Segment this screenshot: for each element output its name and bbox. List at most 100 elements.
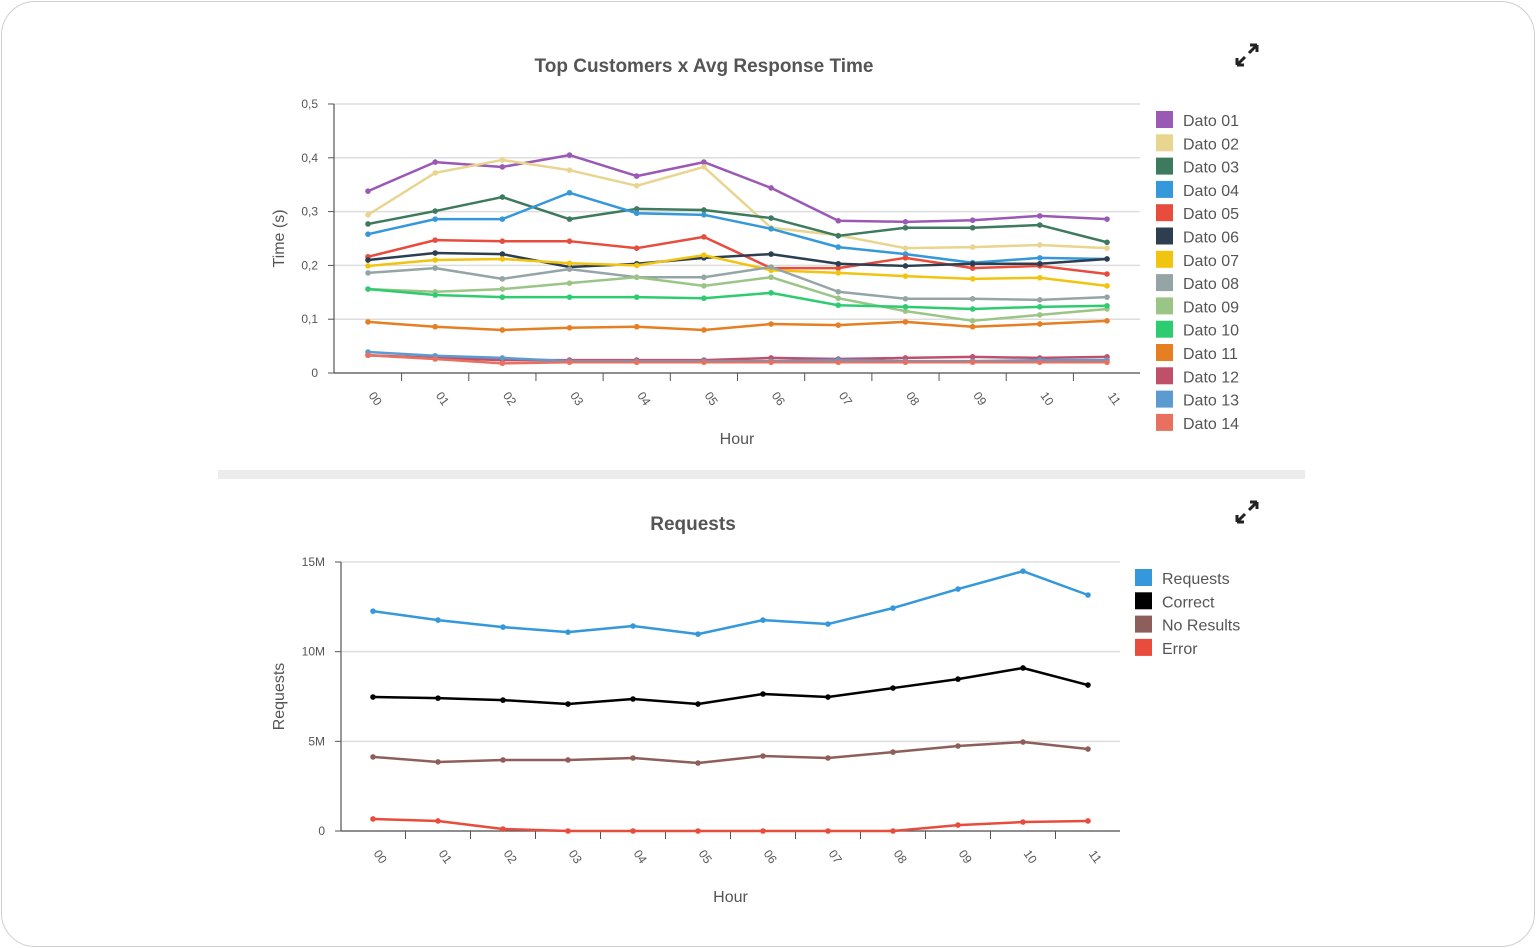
data-point — [432, 237, 438, 243]
series-line-correct — [372, 666, 1089, 706]
data-point — [969, 323, 976, 330]
legend-swatch — [1156, 111, 1173, 128]
data-point — [768, 321, 774, 327]
series-line-dato-05 — [367, 235, 1108, 276]
data-point — [1037, 255, 1043, 261]
legend-label: Error — [1162, 641, 1198, 658]
data-point — [902, 319, 909, 325]
legend-swatch — [1156, 297, 1173, 315]
data-point — [1037, 312, 1043, 318]
data-point — [760, 691, 766, 697]
series-line-dato-12 — [367, 353, 1108, 362]
data-point — [633, 262, 640, 269]
data-point — [365, 263, 371, 269]
data-point — [760, 828, 766, 834]
data-point — [969, 224, 976, 231]
legend-label: Dato 14 — [1183, 416, 1239, 433]
legend-label: Dato 07 — [1183, 253, 1239, 270]
data-point — [701, 212, 707, 218]
data-point — [701, 327, 707, 333]
data-point — [499, 286, 506, 292]
response-time-chart: Top Customers x Avg Response Time 0 0,1 0,2… — [271, 56, 1239, 448]
data-point — [500, 697, 506, 703]
x-axis-label: Hour — [720, 431, 755, 448]
data-point — [1104, 294, 1110, 300]
data-point — [566, 260, 573, 267]
data-point — [825, 755, 831, 761]
data-point — [1085, 746, 1091, 752]
data-point — [499, 256, 506, 262]
data-point — [1037, 304, 1043, 310]
data-point — [1104, 359, 1110, 366]
data-point — [633, 294, 640, 300]
y-axis-label: Requests — [271, 663, 288, 731]
data-point — [630, 696, 636, 702]
expand-chart-requests-button[interactable] — [1234, 499, 1260, 525]
data-point — [633, 274, 640, 281]
legend-swatch — [1156, 390, 1173, 408]
data-point — [969, 306, 976, 312]
data-point — [969, 359, 976, 366]
y-tick-label: 0,3 — [301, 205, 318, 219]
data-point — [435, 695, 441, 701]
data-point — [432, 216, 438, 222]
x-tick-label: 05 — [696, 847, 715, 866]
legend-label: Correct — [1162, 594, 1215, 611]
data-point — [630, 623, 636, 629]
data-point — [432, 159, 438, 165]
data-point — [633, 173, 640, 179]
series-line-dato-06 — [367, 251, 1108, 269]
data-point — [499, 360, 506, 367]
legend-label: Dato 06 — [1183, 230, 1239, 247]
data-point — [365, 270, 371, 276]
data-point — [630, 828, 636, 834]
chart-title: Top Customers x Avg Response Time — [535, 56, 874, 77]
data-point — [1104, 271, 1110, 277]
data-point — [760, 617, 766, 623]
data-point — [432, 170, 438, 176]
legend-swatch — [1135, 638, 1152, 656]
x-tick-label: 02 — [501, 847, 520, 866]
expand-chart-response-time-button[interactable] — [1234, 42, 1260, 68]
legend-label: Dato 03 — [1183, 160, 1239, 177]
data-point — [902, 263, 909, 269]
x-tick-label: 08 — [891, 847, 910, 866]
data-point — [565, 828, 571, 834]
data-point — [969, 318, 976, 324]
data-point — [566, 189, 573, 196]
legend-swatch — [1135, 592, 1152, 610]
data-point — [499, 157, 506, 163]
data-point — [500, 624, 506, 630]
data-point — [768, 226, 774, 232]
data-point — [1037, 242, 1043, 248]
data-point — [432, 356, 438, 362]
data-point — [902, 245, 909, 251]
data-point — [566, 280, 573, 286]
legend-label: Dato 02 — [1183, 136, 1239, 153]
data-point — [1020, 819, 1026, 825]
data-point — [432, 250, 438, 256]
data-point — [566, 238, 573, 244]
data-point — [955, 676, 961, 682]
data-point — [370, 816, 376, 822]
legend-swatch — [1156, 157, 1173, 175]
data-point — [835, 302, 842, 309]
data-point — [890, 828, 896, 834]
y-tick-label: 0 — [318, 824, 325, 838]
data-point — [365, 286, 371, 292]
data-point — [365, 352, 371, 359]
data-point — [902, 224, 909, 231]
data-point — [1104, 216, 1110, 222]
data-point — [566, 359, 573, 366]
legend-swatch — [1156, 250, 1173, 268]
data-point — [701, 164, 707, 170]
data-point — [701, 295, 707, 302]
data-point — [499, 238, 506, 244]
data-point — [432, 208, 438, 214]
series-line-dato-01 — [367, 153, 1108, 224]
data-point — [768, 274, 774, 281]
data-point — [1037, 213, 1043, 219]
data-point — [890, 749, 896, 755]
data-point — [1020, 568, 1026, 574]
